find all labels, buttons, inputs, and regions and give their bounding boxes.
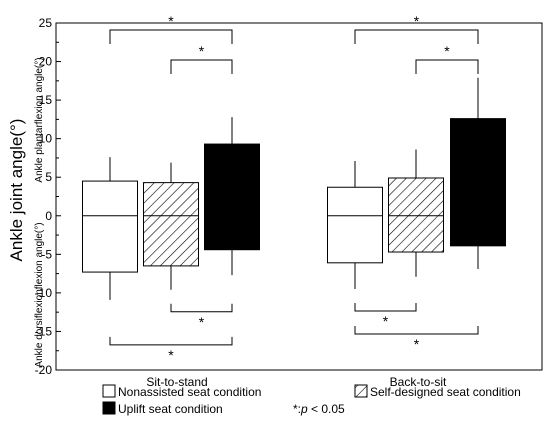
box-series-group <box>82 77 506 300</box>
sig-star-4: * <box>414 13 420 29</box>
sig-star-1: * <box>199 43 205 59</box>
box-0-0-box <box>82 180 138 273</box>
sig-bracket-5 <box>415 59 479 74</box>
sig-star-2: * <box>199 314 205 330</box>
sig-star-3: * <box>168 347 174 363</box>
significance-note: *:p < 0.05 <box>293 402 345 416</box>
sig-bracket-4 <box>354 29 479 44</box>
sig-bracket-0 <box>109 29 233 44</box>
box-1-1-box <box>388 177 444 253</box>
sig-star-7: * <box>414 336 420 352</box>
box-2-1-box <box>450 118 506 247</box>
box-0-1-box <box>327 186 383 264</box>
y-tick-label: 15 <box>39 93 53 107</box>
box-2-0-box <box>204 143 260 251</box>
y-tick-label: 25 <box>39 16 53 30</box>
legend-label-uplift: Uplift seat condition <box>118 402 223 416</box>
sig-bracket-1 <box>170 59 233 74</box>
y-tick-label: -20 <box>35 363 53 377</box>
legend-swatch-uplift <box>102 401 116 415</box>
category-label-sit-to-stand: Sit-to-stand <box>146 375 207 389</box>
y-tick-label: 20 <box>39 55 53 69</box>
y-axis: -20 -15 -10 -5 0 5 10 15 20 25 <box>35 16 61 377</box>
y-axis-title-lower: Ankle dorsiflexionflexion angle(°) <box>34 222 45 367</box>
legend-label-self-designed: Self-designed seat condition <box>370 385 521 399</box>
y-tick-label: 0 <box>45 209 52 223</box>
legend-swatch-nonassisted <box>102 384 116 398</box>
y-tick-label: -15 <box>35 324 53 338</box>
sig-star-0: * <box>168 13 174 29</box>
sig-bracket-3 <box>109 336 233 346</box>
y-axis-title: Ankle joint angle(°) <box>7 119 26 262</box>
category-label-back-to-sit: Back-to-sit <box>390 375 447 389</box>
sig-bracket-6 <box>354 303 417 312</box>
sig-bracket-7 <box>354 326 479 335</box>
sig-star-6: * <box>383 313 389 329</box>
y-tick-label: 5 <box>45 170 52 184</box>
sig-bracket-2 <box>170 303 233 313</box>
sig-star-5: * <box>444 43 450 59</box>
legend-swatch-self-designed <box>354 384 368 398</box>
y-axis-title-upper: Ankle plantarflexion angle(°) <box>34 57 45 182</box>
legend: Nonassisted seat condition Self-designed… <box>102 384 521 416</box>
box-1-0-box <box>143 182 199 267</box>
y-tick-label: -10 <box>35 286 53 300</box>
significance-brackets: * * * * * * * * <box>109 13 479 363</box>
y-tick-label: -5 <box>41 247 52 261</box>
legend-label-nonassisted: Nonassisted seat condition <box>118 385 261 399</box>
y-tick-label: 10 <box>39 132 53 146</box>
